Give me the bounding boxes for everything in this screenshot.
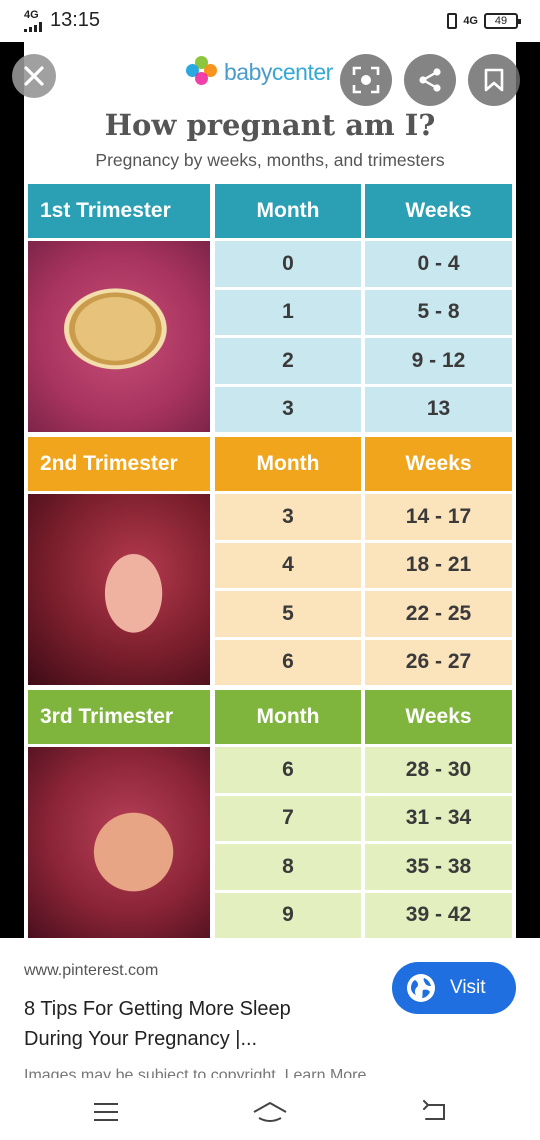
month-header: Month <box>215 184 361 238</box>
close-button[interactable] <box>12 54 56 98</box>
network-type: 4G <box>24 9 39 21</box>
weeks-header: Weeks <box>365 690 512 744</box>
weeks-cell: 9 - 12 <box>365 338 512 384</box>
pin-image[interactable]: babycenter How pregnant am I? Pregnancy … <box>24 42 516 938</box>
logo-text-a: baby <box>224 58 272 85</box>
fetus-illustration <box>28 494 210 685</box>
month-cell: 0 <box>215 241 361 287</box>
weeks-cell: 13 <box>365 386 512 432</box>
home-icon <box>253 1102 287 1122</box>
month-cell: 5 <box>215 591 361 637</box>
weeks-cell: 39 - 42 <box>365 892 512 938</box>
weeks-cell: 14 - 17 <box>365 494 512 540</box>
back-icon <box>423 1100 445 1120</box>
lens-search-button[interactable] <box>340 54 392 106</box>
lens-search-icon <box>352 66 380 94</box>
month-cell: 6 <box>215 639 361 685</box>
menu-nav-button[interactable] <box>86 1096 126 1128</box>
bookmark-icon <box>484 68 504 92</box>
month-cell: 6 <box>215 747 361 793</box>
share-button[interactable] <box>404 54 456 106</box>
globe-icon <box>407 974 435 1002</box>
babycenter-logo: babycenter <box>186 52 333 92</box>
back-nav-button[interactable] <box>414 1096 454 1128</box>
trimester-header: 1st Trimester <box>28 184 210 238</box>
share-icon <box>419 68 441 92</box>
source-url[interactable]: www.pinterest.com <box>24 962 159 979</box>
battery-icon: 49 <box>484 13 521 29</box>
close-icon <box>24 66 44 86</box>
weeks-cell: 26 - 27 <box>365 639 512 685</box>
image-viewer: babycenter How pregnant am I? Pregnancy … <box>0 42 540 938</box>
copyright-disclaimer: Images may be subject to copyright. Lear… <box>24 1067 367 1078</box>
month-cell: 2 <box>215 338 361 384</box>
weeks-cell: 28 - 30 <box>365 747 512 793</box>
month-cell: 7 <box>215 795 361 841</box>
month-cell: 9 <box>215 892 361 938</box>
vibrate-icon <box>447 13 458 29</box>
status-time: 13:15 <box>50 9 101 31</box>
weeks-header: Weeks <box>365 437 512 491</box>
fetus-illustration <box>28 747 210 938</box>
bookmark-button[interactable] <box>468 54 520 106</box>
weeks-cell: 5 - 8 <box>365 289 512 335</box>
battery-level: 49 <box>494 15 508 27</box>
visit-button[interactable]: Visit <box>392 962 516 1014</box>
month-cell: 8 <box>215 844 361 890</box>
weeks-cell: 0 - 4 <box>365 241 512 287</box>
chart-title: How pregnant am I? <box>104 108 436 142</box>
menu-icon <box>94 1103 118 1121</box>
month-header: Month <box>215 690 361 744</box>
logo-mark-icon <box>186 56 218 88</box>
weeks-cell: 18 - 21 <box>365 542 512 588</box>
logo-text-b: center <box>271 58 333 85</box>
visit-label: Visit <box>450 977 486 998</box>
trimester-header: 2nd Trimester <box>28 437 210 491</box>
month-cell: 3 <box>215 494 361 540</box>
system-nav-bar <box>0 1086 540 1140</box>
pin-info: www.pinterest.com 8 Tips For Getting Mor… <box>0 938 540 1086</box>
trimester-header: 3rd Trimester <box>28 690 210 744</box>
pin-title[interactable]: 8 Tips For Getting More Sleep During You… <box>24 998 291 1050</box>
status-right: 4G 49 <box>447 11 521 31</box>
network-type-right: 4G <box>463 15 478 27</box>
fetus-illustration <box>28 241 210 432</box>
status-bar: 4G 13:15 4G 49 <box>0 0 540 42</box>
signal-icon <box>24 22 44 32</box>
month-cell: 1 <box>215 289 361 335</box>
month-header: Month <box>215 437 361 491</box>
chart-subtitle: Pregnancy by weeks, months, and trimeste… <box>95 150 445 170</box>
home-nav-button[interactable] <box>250 1096 290 1128</box>
month-cell: 4 <box>215 542 361 588</box>
logo-text: babycenter <box>224 59 333 86</box>
month-cell: 3 <box>215 386 361 432</box>
weeks-cell: 31 - 34 <box>365 795 512 841</box>
weeks-cell: 35 - 38 <box>365 844 512 890</box>
weeks-header: Weeks <box>365 184 512 238</box>
weeks-cell: 22 - 25 <box>365 591 512 637</box>
